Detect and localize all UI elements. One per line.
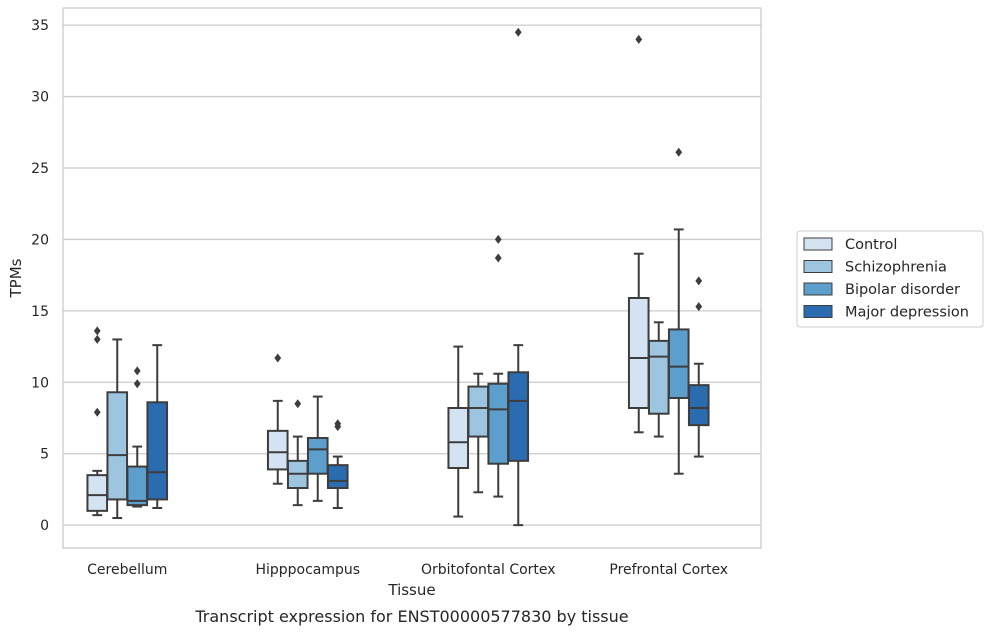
outlier-point — [93, 407, 101, 417]
box-group — [447, 345, 470, 518]
box — [507, 371, 530, 462]
box-group — [326, 419, 349, 509]
box — [126, 465, 149, 507]
legend-label: Schizophrenia — [845, 260, 947, 276]
x-tick-label: Prefrontal Cortex — [609, 562, 728, 578]
outlier-point — [93, 334, 101, 344]
box-group — [266, 353, 289, 485]
x-tick-label: Hipppocampus — [255, 562, 360, 578]
box — [86, 474, 109, 512]
legend-swatch — [803, 260, 833, 273]
box-group — [667, 147, 690, 475]
outlier-point — [334, 419, 342, 429]
outlier-point — [494, 253, 502, 263]
y-tick-label: 0 — [40, 518, 49, 534]
box-group — [86, 326, 109, 517]
box — [106, 391, 129, 501]
y-tick-label: 20 — [31, 232, 49, 248]
box-group — [487, 234, 510, 498]
y-tick-label: 10 — [31, 375, 49, 391]
box — [487, 382, 510, 465]
box — [306, 437, 329, 475]
box — [326, 464, 349, 489]
box-group — [306, 395, 329, 502]
box-group — [106, 338, 129, 519]
box — [467, 385, 490, 438]
legend-swatch — [803, 305, 833, 318]
y-tick-label: 25 — [31, 161, 49, 177]
box — [146, 401, 169, 501]
box-group — [507, 27, 530, 527]
legend-label: Bipolar disorder — [845, 282, 960, 298]
y-axis-title: TPMs — [7, 258, 25, 298]
outlier-point — [93, 326, 101, 336]
legend-label: Major depression — [845, 305, 969, 321]
y-tick-labels: 0 5 10 15 20 25 30 35 — [31, 18, 49, 534]
box — [266, 429, 289, 471]
box-group — [687, 276, 710, 458]
outlier-point — [695, 276, 703, 286]
box — [627, 297, 650, 409]
x-axis-title: Tissue — [387, 581, 435, 599]
box-group — [467, 372, 490, 494]
x-tick-labels: Cerebellum Hipppocampus Orbitofontal Corte… — [87, 562, 728, 578]
legend-swatch — [803, 237, 833, 251]
chart-caption: Transcript expression for ENST0000057783… — [194, 607, 628, 626]
box-group — [286, 399, 309, 507]
legend-label: Control — [845, 237, 897, 253]
x-tick-label: Cerebellum — [87, 562, 167, 578]
box — [447, 407, 470, 469]
box-group — [126, 366, 149, 508]
outlier-point — [695, 302, 703, 312]
x-tick-label: Orbitofontal Cortex — [421, 562, 556, 578]
plot-frame — [62, 7, 762, 549]
y-tick-label: 5 — [40, 447, 49, 463]
legend: Control Schizophrenia Bipolar disorder Majo… — [796, 230, 984, 328]
y-tick-label: 15 — [31, 304, 49, 320]
outlier-point — [133, 366, 141, 376]
outlier-point — [133, 379, 141, 389]
outlier-point — [675, 147, 683, 157]
legend-frame — [796, 230, 984, 328]
outlier-point — [635, 34, 643, 44]
box — [667, 328, 690, 399]
box — [687, 384, 710, 427]
plot-background — [63, 8, 761, 548]
legend-swatch — [803, 282, 833, 296]
y-tick-label: 30 — [31, 90, 49, 106]
box — [647, 339, 670, 415]
outlier-point — [514, 27, 522, 37]
outlier-point — [494, 234, 502, 244]
outlier-point — [294, 399, 302, 409]
y-tick-label: 35 — [31, 18, 49, 34]
box-group — [146, 344, 169, 509]
box-series — [86, 27, 710, 527]
grid-lines — [63, 24, 761, 526]
outlier-point — [274, 353, 282, 363]
